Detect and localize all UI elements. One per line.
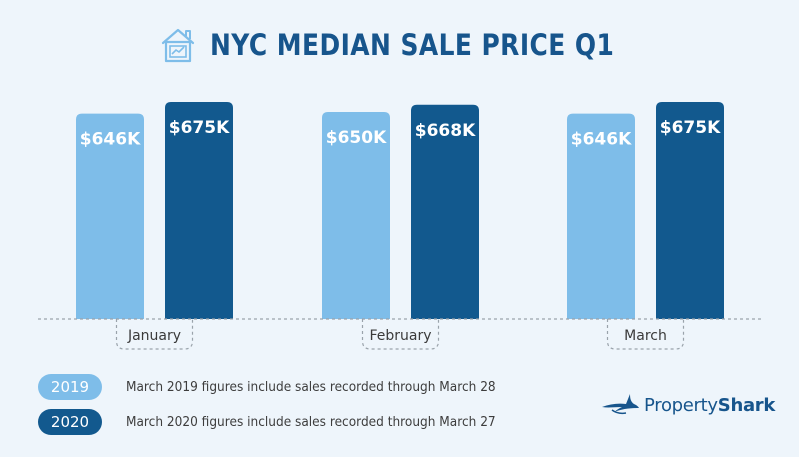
house-chart-icon: [162, 28, 195, 63]
shark-fin-icon: [602, 394, 639, 415]
legend-swatch-2019: 2019: [38, 374, 102, 400]
bar-label-january-2019: $646K: [80, 130, 141, 150]
bar-label-january-2020: $675K: [169, 118, 230, 138]
legend-item-2020: 2020 March 2020 figures include sales re…: [38, 409, 537, 435]
legend-swatch-2020: 2020: [38, 409, 102, 435]
page-title: NYC MEDIAN SALE PRICE Q1: [210, 28, 615, 62]
category-label-february: February: [369, 328, 431, 344]
brand-prefix: Property: [644, 394, 718, 416]
legend-note-2019: March 2019 figures include sales recorde…: [126, 379, 496, 395]
title-row: NYC MEDIAN SALE PRICE Q1: [0, 20, 799, 70]
legend-note-2020: March 2020 figures include sales recorde…: [126, 414, 496, 430]
category-label-march: March: [624, 328, 667, 344]
brand-suffix: Shark: [717, 394, 776, 416]
bar-january-2019: [76, 113, 144, 319]
category-tab-march: [606, 319, 685, 350]
category-label-january: January: [127, 328, 181, 344]
bar-label-march-2020: $675K: [660, 118, 721, 138]
bar-february-2019: [322, 112, 390, 319]
bar-january-2020: [165, 102, 233, 319]
bar-label-february-2020: $668K: [415, 121, 476, 141]
bar-february-2020: [411, 104, 479, 319]
category-tab-january: [115, 319, 194, 350]
propertyshark-logo: PropertyShark: [600, 390, 775, 420]
category-labels: January February March: [115, 319, 685, 350]
legend-item-2019: 2019 March 2019 figures include sales re…: [38, 374, 537, 400]
bar-label-february-2019: $650K: [326, 128, 387, 148]
bar-chart: $646K $675K $650K $668K $646K $675K January Fe…: [38, 102, 761, 350]
brand-name: PropertyShark: [644, 395, 775, 416]
bar-label-march-2019: $646K: [571, 130, 632, 150]
category-tab-february: [361, 319, 440, 350]
bar-march-2019: [567, 113, 635, 319]
bars-layer: $646K $675K $650K $668K $646K $675K: [76, 102, 724, 319]
bar-march-2020: [656, 102, 724, 319]
